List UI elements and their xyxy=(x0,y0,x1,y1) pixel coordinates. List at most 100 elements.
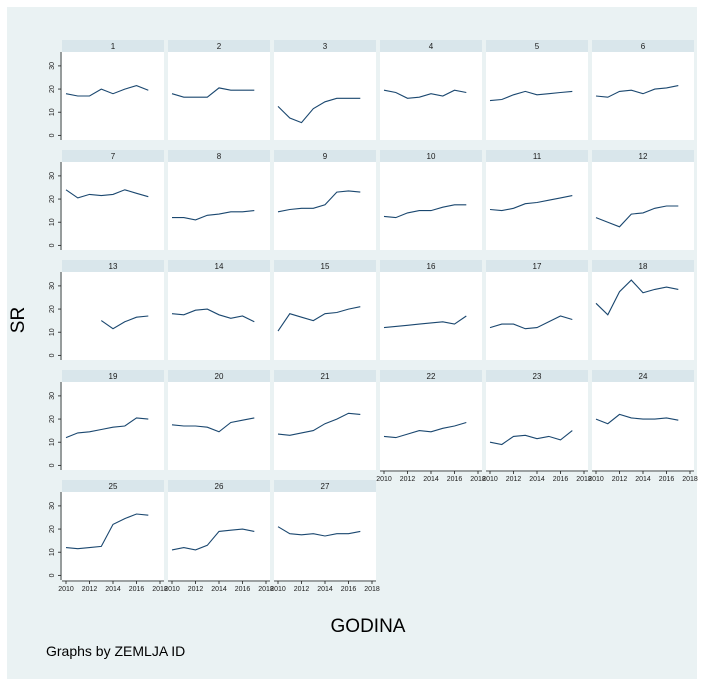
series-line xyxy=(171,417,255,433)
panel-title-strip xyxy=(486,150,588,162)
panel-title-strip xyxy=(62,150,164,162)
panel-title-strip xyxy=(168,40,270,52)
panel-title: 13 xyxy=(109,262,118,271)
y-tick-label: 10 xyxy=(49,548,56,556)
panel-title-strip xyxy=(62,40,164,52)
series-line xyxy=(489,90,573,102)
panel-title: 22 xyxy=(427,372,436,381)
panel-title-strip xyxy=(486,260,588,272)
y-tick-label: 0 xyxy=(49,463,56,467)
panel-title: 20 xyxy=(215,372,224,381)
series-line xyxy=(172,210,255,221)
x-tick-label: 2012 xyxy=(188,586,204,593)
panel-title-strip xyxy=(168,480,270,492)
panel-plot-area xyxy=(592,272,694,360)
panel-plot-area xyxy=(62,492,164,580)
x-tick-label: 2016 xyxy=(447,476,463,483)
x-tick-label: 2012 xyxy=(400,476,416,483)
x-tick-label: 2016 xyxy=(553,476,569,483)
panel-plot-area xyxy=(486,162,588,250)
panel-title-strip xyxy=(168,260,270,272)
panel-title-strip xyxy=(380,150,482,162)
panel-plot-area xyxy=(274,52,376,140)
panel-plot-area xyxy=(168,492,270,580)
panel-title: 26 xyxy=(215,482,224,491)
x-tick-label: 2010 xyxy=(164,586,180,593)
panel-title: 4 xyxy=(429,42,434,51)
y-tick-label: 10 xyxy=(49,328,56,336)
x-tick-label: 2014 xyxy=(211,586,227,593)
x-tick-label: 2016 xyxy=(341,586,357,593)
panel-title: 18 xyxy=(639,262,648,271)
x-tick-label: 2018 xyxy=(258,586,274,593)
panel-title: 3 xyxy=(323,42,328,51)
panel-title: 11 xyxy=(533,152,542,161)
panel-title-strip xyxy=(274,480,376,492)
x-tick-label: 2018 xyxy=(682,476,698,483)
panel-title: 16 xyxy=(427,262,436,271)
panel-title: 2 xyxy=(217,42,222,51)
x-tick-label: 2014 xyxy=(105,586,121,593)
x-tick-label: 2010 xyxy=(588,476,604,483)
y-tick-label: 30 xyxy=(49,62,56,70)
panel-title: 19 xyxy=(109,372,118,381)
x-tick-label: 2018 xyxy=(576,476,592,483)
x-tick-label: 2018 xyxy=(152,586,168,593)
y-tick-label: 10 xyxy=(49,438,56,446)
series-line xyxy=(595,279,679,316)
x-tick-label: 2010 xyxy=(482,476,498,483)
y-tick-label: 30 xyxy=(49,282,56,290)
y-tick-label: 20 xyxy=(49,525,56,533)
y-tick-label: 30 xyxy=(49,172,56,180)
panel-title: 25 xyxy=(109,482,118,491)
panel-plot-area xyxy=(486,52,588,140)
panel-title-strip xyxy=(380,370,482,382)
panel-plot-area xyxy=(592,52,694,140)
panel-title: 8 xyxy=(217,152,222,161)
series-line xyxy=(277,97,361,124)
panel-plot-area xyxy=(274,272,376,360)
panel-plot-area xyxy=(168,162,270,250)
series-line xyxy=(277,412,361,436)
panel-title-strip xyxy=(380,40,482,52)
y-tick-label: 20 xyxy=(49,415,56,423)
x-tick-label: 2014 xyxy=(635,476,651,483)
panel-plot-area xyxy=(380,272,482,360)
panel-plot-area xyxy=(168,52,270,140)
x-tick-label: 2014 xyxy=(317,586,333,593)
series-line xyxy=(595,413,679,425)
series-line xyxy=(383,421,467,439)
series-line xyxy=(65,417,149,439)
y-tick-label: 20 xyxy=(49,195,56,203)
series-line xyxy=(65,513,149,550)
panel-title-strip xyxy=(62,260,164,272)
series-line xyxy=(100,315,149,330)
x-tick-label: 2014 xyxy=(423,476,439,483)
panel-plot-area xyxy=(380,162,482,250)
x-tick-label: 2010 xyxy=(376,476,392,483)
panel-title: 5 xyxy=(535,42,540,51)
panel-plot-area xyxy=(62,382,164,470)
series-line xyxy=(171,528,255,551)
series-line xyxy=(595,205,679,228)
panel-title: 15 xyxy=(321,262,330,271)
panel-title-strip xyxy=(486,370,588,382)
panel-title: 23 xyxy=(533,372,542,381)
y-tick-label: 20 xyxy=(49,85,56,93)
graph-note: Graphs by ZEMLJA ID xyxy=(46,643,185,659)
x-tick-label: 2016 xyxy=(129,586,145,593)
series-line xyxy=(595,85,679,98)
x-tick-label: 2012 xyxy=(612,476,628,483)
series-line xyxy=(277,190,361,213)
panel-title: 7 xyxy=(111,152,116,161)
panel-plot-area xyxy=(380,52,482,140)
series-line xyxy=(489,195,573,212)
panel-title-strip xyxy=(274,40,376,52)
panel-title-strip xyxy=(592,150,694,162)
panel-title: 10 xyxy=(427,152,436,161)
series-line xyxy=(277,306,361,332)
panel-title: 14 xyxy=(215,262,224,271)
x-tick-label: 2012 xyxy=(82,586,98,593)
x-tick-label: 2016 xyxy=(235,586,251,593)
